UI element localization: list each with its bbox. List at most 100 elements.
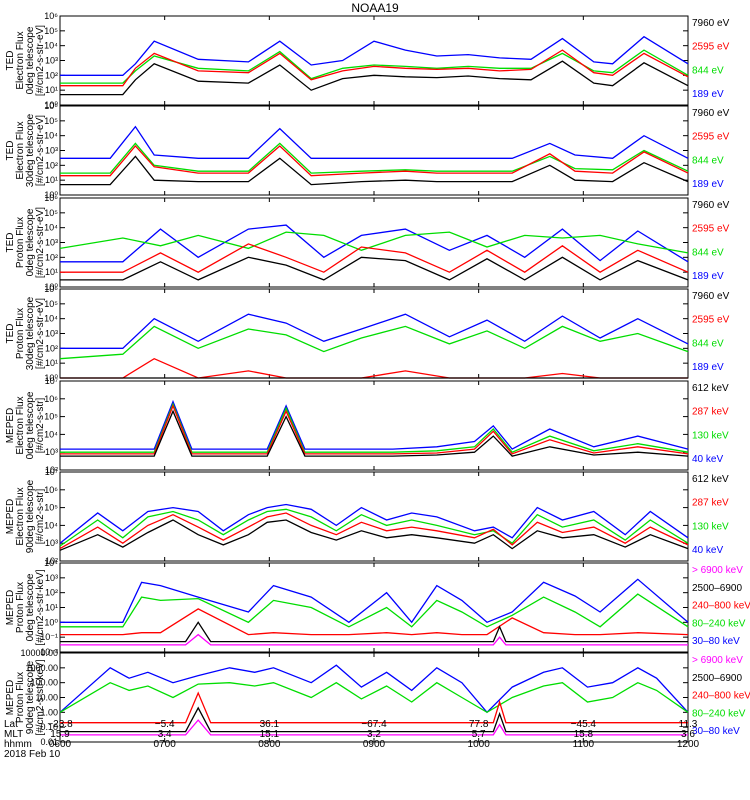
y-tick-label: 100.00 [30,678,58,688]
y-tick-label: 10⁵ [44,208,58,218]
legend-entry: > 6900 keV [692,655,743,666]
series-line [60,49,689,84]
y-tick-label: 10³ [45,538,58,548]
y-axis-label: MEPED [5,499,16,535]
y-tick-label: 10⁵ [44,299,58,309]
y-axis-label: Electron Flux [15,487,26,545]
legend-entry: 844 eV [692,65,724,76]
y-tick-label: 10⁶ [44,11,58,21]
series-line [60,243,689,273]
legend-entry: 30–80 keV [692,726,740,737]
series-line [60,633,688,646]
y-tick-label: 10² [45,252,58,262]
y-tick-label: 10⁴ [44,429,58,439]
lat-value: −5.4 [155,719,175,730]
series-line [60,608,689,636]
series-line [60,49,689,87]
lat-value: 36.1 [260,719,280,730]
series-line [60,145,689,177]
y-tick-label: 10⁷ [45,376,58,386]
mlt-value: 15.1 [260,729,280,740]
series-line [60,706,688,733]
series-line [59,231,689,254]
panel-frame [59,288,689,379]
y-axis-label: Proton Flux [15,582,26,633]
panel-frame [59,471,689,562]
legend-entry: 189 eV [692,179,724,190]
series-line [59,519,689,551]
y-tick-label: 10³ [45,447,58,457]
y-tick-label: 10² [45,556,58,566]
series-line [60,224,689,263]
y-axis-label: TED [5,51,16,71]
y-axis-label: 0deg telescope [25,208,36,276]
legend-entry: 2500–6900 [692,583,742,594]
time-label: 0600 [49,739,72,750]
legend-entry: 40 keV [692,545,723,556]
series-line [60,125,689,159]
y-tick-label: 10³ [45,238,58,248]
y-tick-label: 1000.00 [25,663,58,673]
y-axis-label: [#/cm2-s-str-eV] [35,115,46,186]
y-axis-label: [#/cm2-s-str-eV] [35,207,46,278]
series-line [60,691,688,724]
series-line [59,325,689,360]
legend-entry: 130 keV [692,430,729,441]
y-tick-label: 10² [45,343,58,353]
series-line [60,60,689,96]
legend-entry: 2595 eV [692,132,730,143]
y-axis-label: TED [5,324,16,344]
legend-entry: 844 eV [692,155,724,166]
mlt-value: 3.2 [367,729,381,740]
y-axis-label: [#/cm2-s-str-keV] [35,569,46,645]
legend-entry: 844 eV [692,247,724,258]
y-tick-label: 10³ [45,329,58,339]
lat-value: −23.8 [47,719,73,730]
y-tick-label: 10⁵ [44,503,58,513]
series-line [60,256,689,281]
series-line [60,142,689,174]
y-tick-label: 10² [45,70,58,80]
bottom-row-label: Lat [4,719,18,730]
y-axis-label: 0deg telescope [25,391,36,459]
time-label: 1200 [677,739,700,750]
y-tick-label: 10⁶ [44,394,58,404]
y-tick-label: 10⁴ [44,131,58,141]
y-tick-label: 10⁴ [44,41,58,51]
y-tick-label: 10³ [45,573,58,583]
y-tick-label: 10⁶ [44,101,58,111]
y-axis-label: [#/cm2-s-str] [35,398,46,454]
y-tick-label: 10⁴ [44,223,58,233]
figure-title: NOAA19 [351,1,399,15]
legend-entry: 844 eV [692,338,724,349]
y-tick-label: 10⁻² [40,647,58,657]
series-line [60,578,689,624]
y-tick-label: 10¹ [45,358,58,368]
y-axis-label: 90deg telescope [25,660,36,734]
y-tick-label: 0.10 [40,722,58,732]
time-label: 0900 [363,739,386,750]
y-axis-label: Electron Flux [15,396,26,454]
y-tick-label: 10² [45,588,58,598]
y-tick-label: 0.01 [40,737,58,747]
legend-entry: 7960 eV [692,291,730,302]
y-axis-label: Proton Flux [15,672,26,723]
time-label: 1000 [468,739,491,750]
lat-value: −67.4 [361,719,387,730]
series-line [59,508,689,547]
time-label: 0700 [154,739,177,750]
legend-entry: 612 keV [692,474,729,485]
y-tick-label: 10000.00 [20,648,58,658]
mlt-value: 15.8 [574,729,594,740]
panel-frame [59,15,689,106]
y-tick-label: 10⁵ [44,116,58,126]
mlt-value: 3.6 [681,729,695,740]
legend-entry: 240–800 keV [692,601,750,612]
y-tick-label: 10¹ [45,603,58,613]
lat-value: −45.4 [571,719,597,730]
legend-entry: 2595 eV [692,315,730,326]
y-tick-label: 10⁴ [44,558,58,568]
series-line [59,512,689,550]
y-axis-label: MEPED [5,680,16,716]
